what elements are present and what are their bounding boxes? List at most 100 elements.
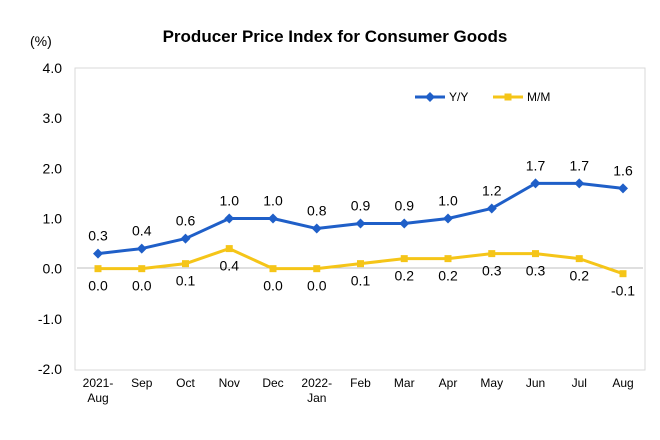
data-label: 1.0 [263, 193, 283, 209]
y-tick-label: 3.0 [43, 110, 63, 126]
data-label: 1.7 [570, 157, 590, 173]
data-label: 0.1 [351, 273, 371, 289]
data-point [313, 265, 321, 273]
data-point [574, 178, 585, 189]
data-label: 0.3 [88, 228, 108, 244]
data-label: 0.2 [438, 268, 458, 284]
x-tick-label-line: Aug [612, 376, 633, 390]
data-label: 1.0 [220, 193, 240, 209]
data-label: 1.2 [482, 182, 502, 198]
legend-swatch-marker [504, 93, 512, 101]
data-label: 0.0 [88, 278, 108, 294]
data-point [486, 203, 497, 214]
data-point [182, 260, 189, 268]
data-label: 1.7 [526, 157, 546, 173]
x-tick-label-line: Jul [572, 376, 587, 390]
data-point [94, 265, 102, 273]
x-tick-label: 2021-Aug [83, 376, 114, 405]
y-tick-label: -2.0 [38, 361, 62, 377]
x-tick-label-line: Jun [526, 376, 545, 390]
x-tick-label-line: Jan [307, 391, 326, 405]
y-tick-label: 4.0 [43, 60, 63, 76]
data-label: 0.9 [351, 198, 371, 214]
data-point [575, 255, 583, 263]
legend-item: M/M [493, 90, 550, 104]
data-label: 0.8 [307, 203, 327, 219]
data-label: 0.0 [307, 278, 327, 294]
data-point [488, 250, 496, 258]
x-tick-label: Feb [350, 376, 371, 390]
data-label: 0.3 [482, 263, 502, 279]
data-point [532, 250, 539, 258]
chart-title: Producer Price Index for Consumer Goods [163, 27, 508, 46]
data-point [355, 218, 366, 229]
data-point [399, 218, 410, 229]
data-label: 0.0 [132, 278, 152, 294]
data-label: 0.9 [395, 198, 415, 214]
y-axis-unit: (%) [30, 33, 52, 49]
data-label: 0.4 [132, 223, 152, 239]
data-label: 0.3 [526, 263, 546, 279]
x-tick-label: Apr [439, 376, 458, 390]
data-point [225, 245, 233, 253]
x-tick-label: Aug [612, 376, 633, 390]
data-label: 0.2 [395, 268, 415, 284]
y-tick-label: 2.0 [43, 160, 63, 176]
data-label: 0.6 [176, 213, 196, 229]
data-point [268, 213, 278, 224]
data-label: 0.1 [176, 273, 196, 289]
data-label: 0.0 [263, 278, 283, 294]
x-tick-label: Oct [176, 376, 195, 390]
data-label: 1.6 [613, 162, 633, 178]
legend-label: M/M [527, 90, 550, 104]
x-tick-label: 2022-Jan [301, 376, 332, 405]
data-label: 1.0 [438, 193, 458, 209]
y-tick-label: 0.0 [43, 261, 63, 277]
x-tick-label-line: Aug [87, 391, 108, 405]
x-tick-label-line: Feb [350, 376, 371, 390]
data-point [530, 178, 541, 189]
y-tick-label: -1.0 [38, 311, 62, 327]
data-point [443, 213, 453, 224]
data-point [444, 255, 452, 263]
data-point [136, 243, 147, 254]
data-point [311, 223, 322, 234]
x-tick-label: Mar [394, 376, 415, 390]
legend-swatch-marker [425, 92, 435, 102]
data-point [138, 265, 146, 273]
data-point [357, 260, 364, 268]
plot-area-border [74, 67, 646, 371]
data-point [269, 265, 277, 273]
x-tick-label: Dec [262, 376, 283, 390]
series-m-m: 0.0 0.0 0.1 0.4 0.0 0.0 0.1 0.2 0.2 0.3 0.3 0.2 -0.1 [88, 245, 635, 299]
series-y-y: 0.3 0.4 0.6 1.0 1.0 0.8 0.9 0.9 1.0 1.2 1.7 1.7 1.6 [88, 157, 633, 259]
x-tick-label: May [480, 376, 503, 390]
x-tick-label-line: Dec [262, 376, 283, 390]
y-axis: 4.0 3.0 2.0 1.0 0.0 -1.0 -2.0 [38, 60, 62, 377]
x-tick-label-line: Apr [439, 376, 458, 390]
series-layer: 0.3 0.40.61.0 1.00.8 0.9 0.9 1.01.21.7 1.7 1.60… [88, 157, 635, 298]
y-tick-label: 1.0 [43, 211, 63, 227]
x-tick-label: Jun [526, 376, 545, 390]
data-label: 0.2 [570, 268, 590, 284]
x-tick-label-line: May [480, 376, 503, 390]
legend-label: Y/Y [449, 90, 468, 104]
data-label: -0.1 [611, 283, 635, 299]
x-tick-label-line: Oct [176, 376, 195, 390]
x-tick-label-line: Sep [131, 376, 153, 390]
data-point [618, 183, 628, 194]
data-label: 0.4 [220, 258, 240, 274]
data-point [619, 270, 627, 278]
x-tick-label: Nov [219, 376, 240, 390]
data-point [400, 255, 408, 263]
x-tick-label-line: 2022- [301, 376, 332, 390]
x-tick-label-line: Mar [394, 376, 415, 390]
legend: Y/Y M/M [415, 90, 550, 104]
data-point [180, 233, 191, 244]
x-tick-label-line: 2021- [83, 376, 114, 390]
data-point [93, 248, 103, 259]
data-point [224, 213, 235, 224]
